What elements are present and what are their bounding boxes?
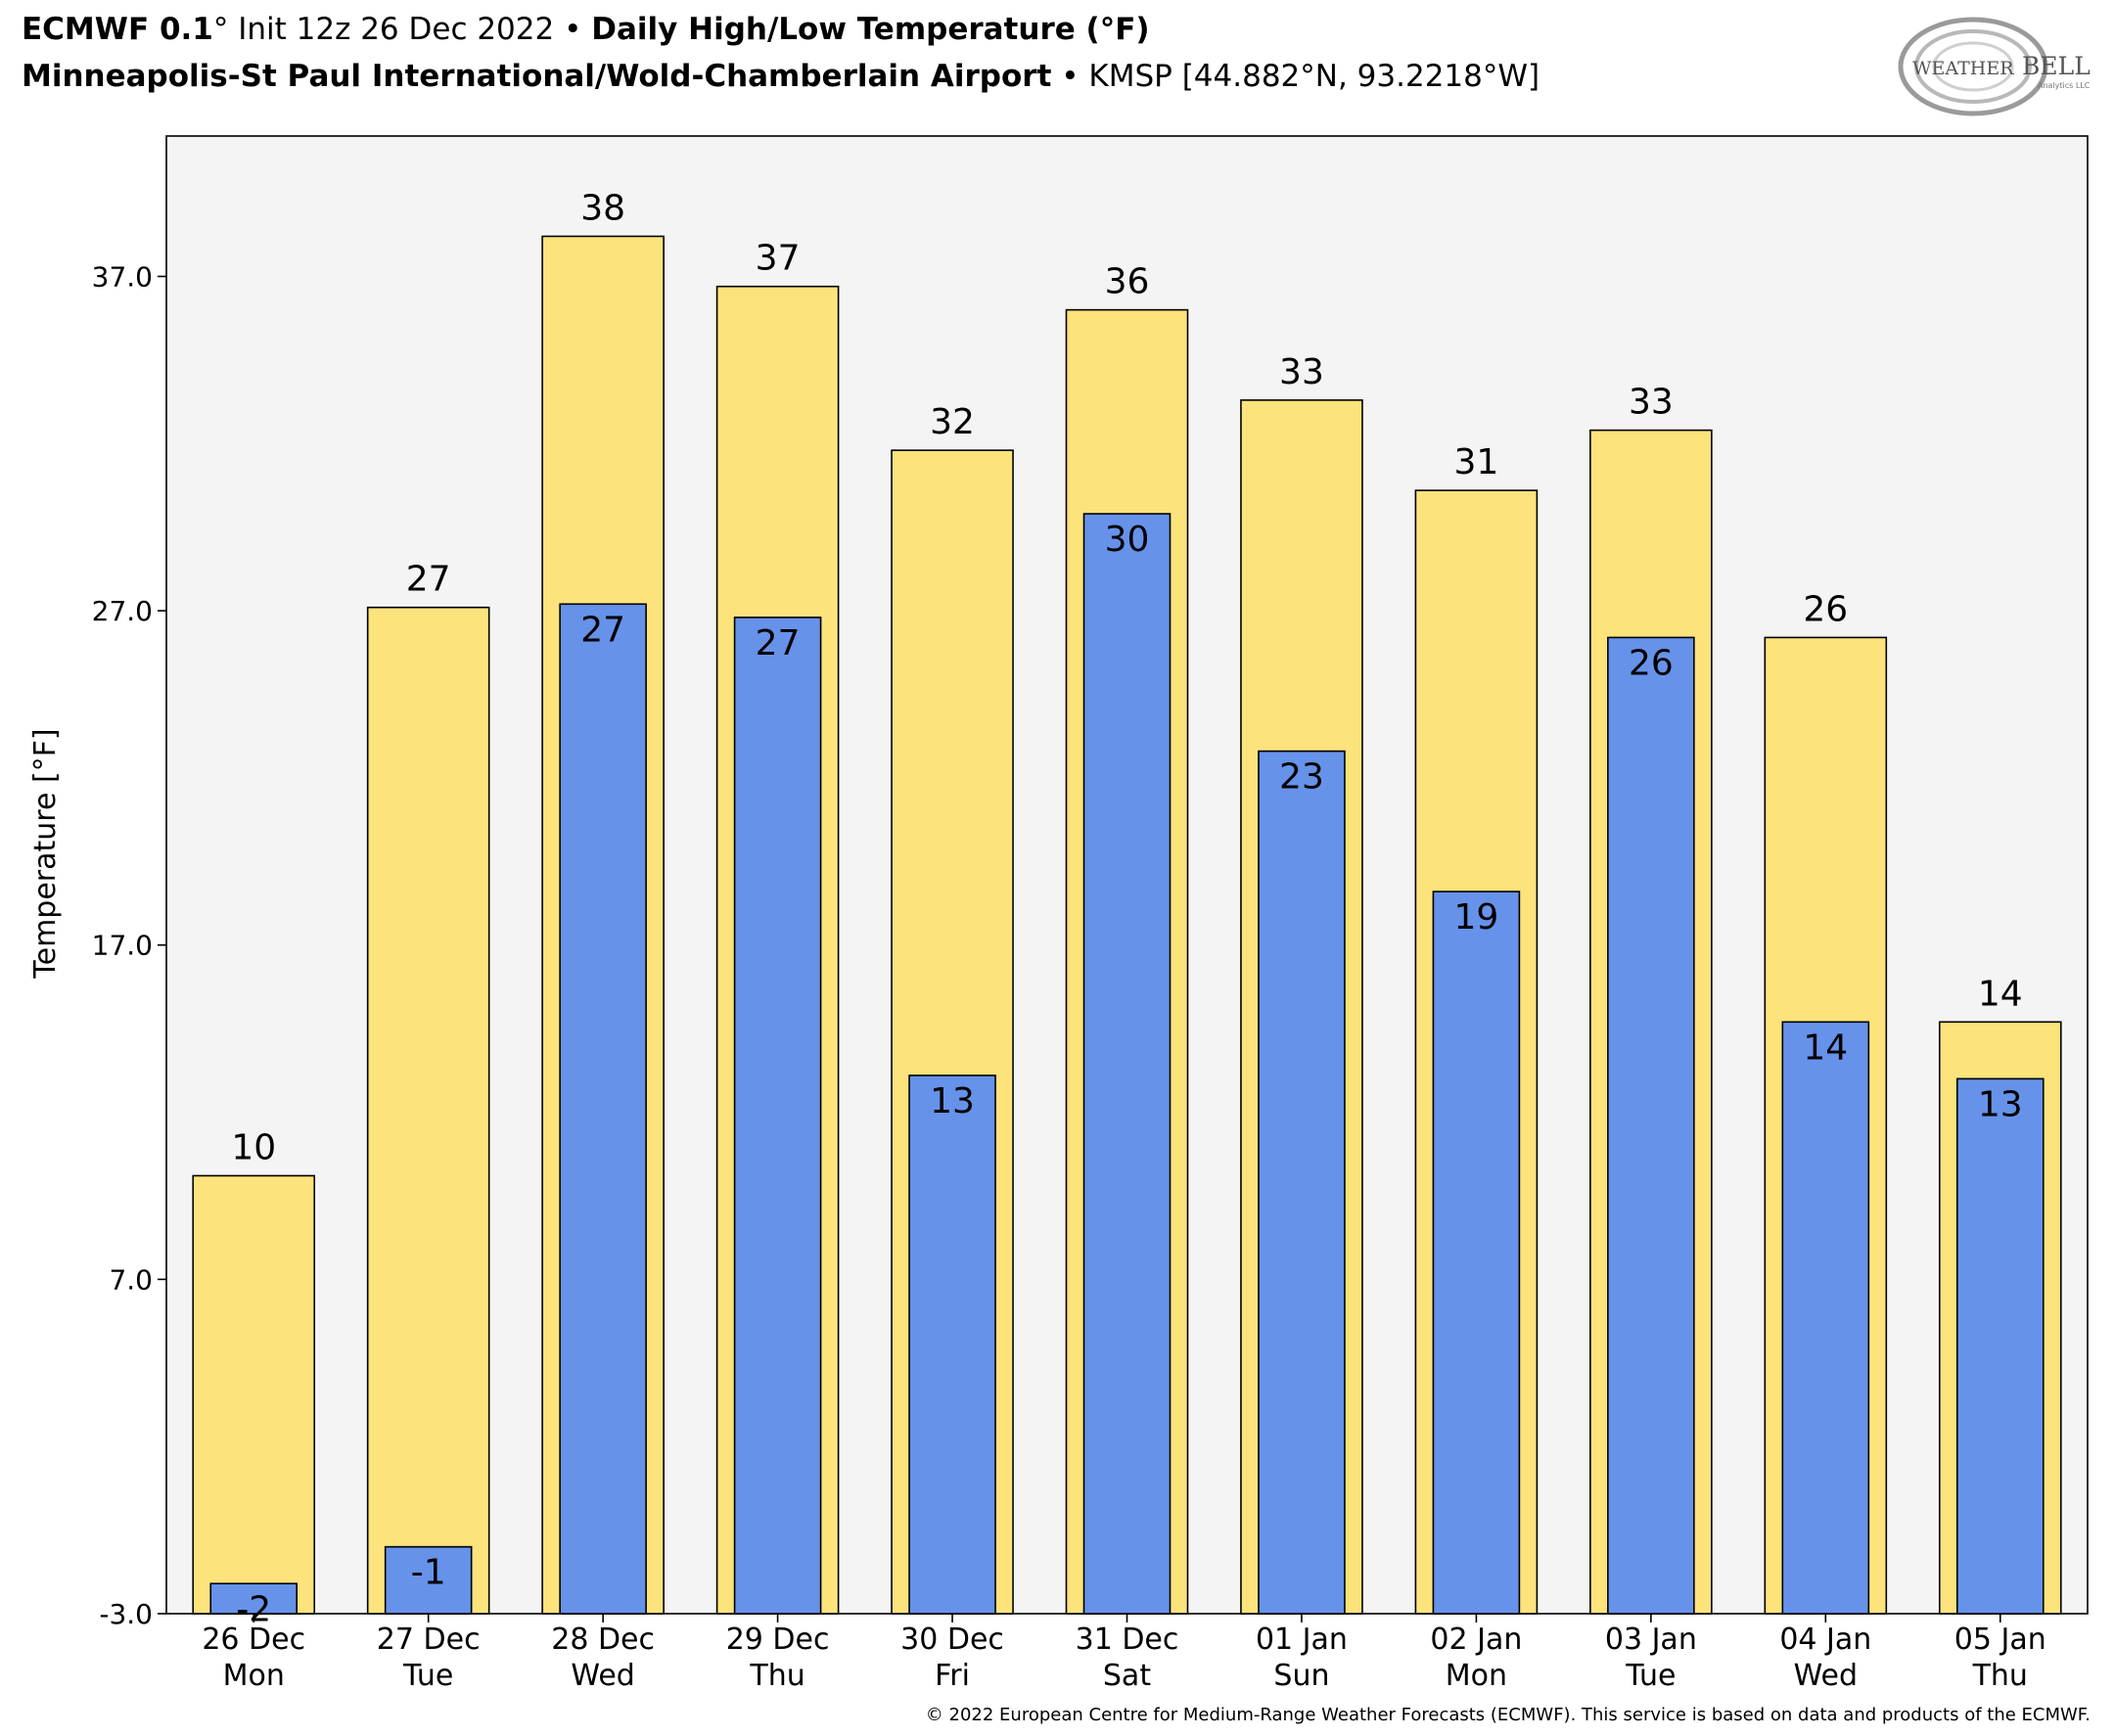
chart-title: ECMWF 0.1° Init 12z 26 Dec 2022 • Daily … bbox=[22, 12, 1150, 47]
x-tick-label-day: Wed bbox=[1794, 1659, 1858, 1693]
y-axis-label: Temperature [°F] bbox=[28, 728, 63, 979]
x-tick-label-day: Tue bbox=[1625, 1659, 1676, 1693]
low-bar bbox=[908, 1074, 996, 1615]
y-tick-label: -3.0 bbox=[99, 1598, 153, 1630]
station-info: KMSP [44.882°N, 93.2218°W] bbox=[1088, 59, 1540, 94]
x-tick-label-date: 31 Dec bbox=[1076, 1622, 1179, 1657]
x-tick-label-day: Sun bbox=[1273, 1659, 1329, 1693]
x-tick-label-date: 27 Dec bbox=[377, 1622, 481, 1657]
high-label: 37 bbox=[756, 239, 801, 279]
high-label: 10 bbox=[231, 1127, 276, 1167]
bullet-separator: • bbox=[554, 12, 592, 47]
low-bar bbox=[384, 1545, 473, 1615]
x-tick-label-day: Sat bbox=[1103, 1659, 1151, 1693]
x-tick-label-date: 29 Dec bbox=[726, 1622, 830, 1657]
x-tick-label-day: Thu bbox=[749, 1659, 804, 1693]
init-time: Init 12z 26 Dec 2022 bbox=[228, 12, 555, 47]
x-tick-label-date: 28 Dec bbox=[551, 1622, 655, 1657]
x-tick-label-day: Wed bbox=[571, 1659, 634, 1693]
x-tick-label-date: 30 Dec bbox=[900, 1622, 1004, 1657]
logo-text-right: BELL bbox=[2022, 52, 2091, 80]
low-label: -2 bbox=[236, 1589, 271, 1629]
low-bar bbox=[559, 603, 647, 1615]
copyright-footer: © 2022 European Centre for Medium-Range … bbox=[925, 1705, 2091, 1725]
y-tick-label: 7.0 bbox=[109, 1263, 153, 1296]
low-bar bbox=[1432, 891, 1521, 1615]
low-bar bbox=[1955, 1077, 2045, 1615]
high-label: 31 bbox=[1454, 442, 1499, 482]
x-tick-label-date: 03 Jan bbox=[1605, 1622, 1697, 1657]
low-label: 13 bbox=[930, 1081, 975, 1121]
low-label: 27 bbox=[580, 610, 625, 650]
chart-subtitle: Minneapolis-St Paul International/Wold-C… bbox=[22, 59, 1540, 94]
low-label: 23 bbox=[1279, 757, 1324, 798]
logo-subtext: Analytics LLC bbox=[2038, 81, 2091, 90]
low-label: 19 bbox=[1454, 897, 1499, 937]
low-bar bbox=[1607, 636, 1695, 1615]
x-tick-label-date: 02 Jan bbox=[1430, 1622, 1522, 1657]
high-label: 38 bbox=[580, 188, 625, 228]
weatherbell-logo: WEATHER BELL Analytics LLC bbox=[1898, 17, 2091, 116]
high-label: 33 bbox=[1279, 352, 1324, 392]
high-label: 36 bbox=[1105, 262, 1150, 302]
low-label: -1 bbox=[411, 1553, 446, 1593]
low-label: 26 bbox=[1629, 643, 1674, 683]
y-tick-label: 17.0 bbox=[92, 930, 153, 962]
x-tick-label-day: Tue bbox=[402, 1659, 453, 1693]
degree-symbol: ° bbox=[212, 12, 229, 47]
low-bar bbox=[1781, 1021, 1870, 1615]
low-label: 13 bbox=[1978, 1084, 2023, 1124]
high-bar bbox=[192, 1174, 316, 1615]
high-label: 14 bbox=[1978, 974, 2023, 1014]
low-label: 14 bbox=[1803, 1028, 1848, 1068]
x-tick-label-date: 01 Jan bbox=[1256, 1622, 1348, 1657]
x-tick-label-date: 26 Dec bbox=[202, 1622, 305, 1657]
x-tick-label-day: Mon bbox=[223, 1659, 285, 1693]
y-tick-label: 37.0 bbox=[92, 260, 153, 293]
high-label: 32 bbox=[930, 402, 975, 442]
model-name: ECMWF 0.1 bbox=[22, 12, 213, 47]
x-tick-label-day: Fri bbox=[935, 1659, 970, 1693]
x-tick-label-day: Mon bbox=[1446, 1659, 1507, 1693]
low-bar bbox=[733, 617, 822, 1615]
high-label: 33 bbox=[1629, 383, 1674, 423]
x-tick-label-date: 04 Jan bbox=[1779, 1622, 1871, 1657]
x-tick-label-day: Thu bbox=[1972, 1659, 2028, 1693]
product-name: Daily High/Low Temperature (°F) bbox=[591, 12, 1150, 47]
station-name: Minneapolis-St Paul International/Wold-C… bbox=[22, 59, 1052, 94]
high-label: 27 bbox=[406, 560, 451, 600]
bullet-separator-2: • bbox=[1051, 59, 1089, 94]
y-tick-label: 27.0 bbox=[92, 595, 153, 627]
x-tick-label-date: 05 Jan bbox=[1954, 1622, 2046, 1657]
bar-layer: 10 -2 27 -1 38 27 37 27 32 13 36 30 33 23 31 19 33 26 26 14… bbox=[192, 188, 2062, 1629]
logo-text-left: WEATHER bbox=[1912, 58, 2014, 79]
high-bar bbox=[366, 606, 490, 1615]
high-label: 26 bbox=[1803, 589, 1848, 629]
low-bar bbox=[1258, 750, 1346, 1615]
low-label: 30 bbox=[1105, 520, 1150, 560]
low-bar bbox=[1082, 513, 1172, 1615]
low-label: 27 bbox=[756, 623, 801, 663]
